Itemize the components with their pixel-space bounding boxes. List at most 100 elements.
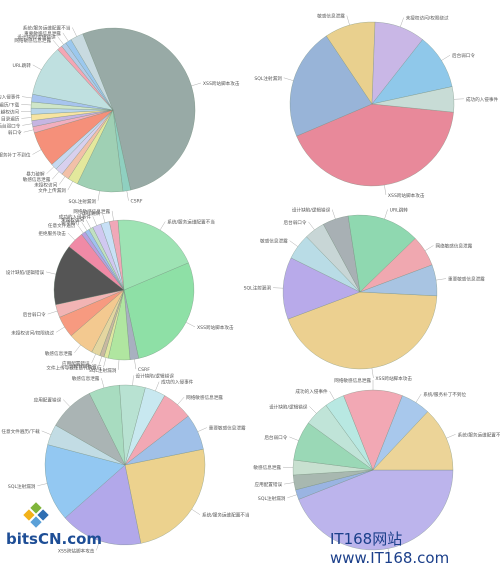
- slice-label: 重要敏感信息泄露: [448, 276, 485, 283]
- label-leader-line: [384, 185, 386, 195]
- slice-label: 敏感信息泄露: [260, 238, 288, 245]
- label-leader-line: [178, 397, 185, 405]
- pie-chart-1: XSS跨站脚本攻击CSRFSQL注射漏洞文件上传漏洞未授权访问敏感信息泄露暴力破…: [0, 25, 240, 205]
- slice-label: CSRF: [138, 367, 150, 373]
- slice-label: 网络敏感信息泄露: [73, 208, 110, 215]
- slice-label: 任意文件遍历/下载: [0, 101, 20, 108]
- label-leader-line: [127, 191, 129, 201]
- label-leader-line: [332, 210, 335, 219]
- watermark-right: IT168网站 www.IT168.com: [330, 528, 500, 567]
- label-leader-line: [63, 33, 68, 41]
- label-leader-line: [21, 104, 31, 105]
- label-leader-line: [48, 311, 58, 314]
- slice-label: 任意文件遍历/下载: [1, 428, 40, 435]
- label-leader-line: [22, 124, 32, 126]
- slice-label: 弱口令: [8, 129, 22, 136]
- slice-label: 敏感信息泄露: [253, 464, 281, 471]
- label-leader-line: [46, 272, 56, 274]
- slice-label: 暴力破解: [26, 171, 45, 178]
- slice-label: SQL注射漏洞: [244, 285, 272, 292]
- slice-label: 后台弱口令: [0, 122, 21, 129]
- label-leader-line: [52, 172, 59, 180]
- slice-label: 网络敏感信息泄露: [186, 394, 223, 401]
- label-leader-line: [273, 288, 283, 289]
- label-leader-line: [160, 222, 165, 231]
- slice-label: XSS跨站脚本攻击: [388, 192, 425, 199]
- label-leader-line: [72, 28, 76, 37]
- slice-label: 网络敏感信息泄露: [334, 377, 371, 384]
- pie-chart-3: XSS跨站脚本攻击CSRFSQL注射漏洞文件上传导致任意代码执行远程代码执行应用…: [6, 208, 234, 374]
- slice-label: 后台弱口令: [284, 219, 307, 226]
- label-leader-line: [192, 509, 200, 515]
- label-leader-line: [436, 279, 446, 281]
- label-leader-line: [446, 434, 455, 438]
- slice-label: 设计缺陷/逻辑错误: [136, 372, 175, 379]
- label-leader-line: [134, 359, 136, 369]
- label-leader-line: [400, 18, 404, 27]
- slice-label: 未授权访问/权限绕过: [11, 329, 54, 336]
- slice-label: XSS跨站脚本攻击: [375, 375, 412, 382]
- watermark-left: bitsCN.com: [6, 530, 102, 548]
- label-leader-line: [74, 345, 80, 353]
- slice-label: XSS跨站脚本攻击: [58, 547, 95, 553]
- label-leader-line: [99, 356, 102, 366]
- label-leader-line: [372, 368, 374, 378]
- slice-label: 应用配置错误: [62, 360, 90, 367]
- slice-label: 敏感信息泄露: [317, 13, 345, 20]
- slice-label: 网络敏感信息泄露: [436, 242, 473, 249]
- slice-label: URL跳转: [390, 207, 409, 214]
- pie-charts-canvas: XSS跨站脚本攻击CSRFSQL注射漏洞文件上传漏洞未授权访问敏感信息泄露暴力破…: [0, 0, 500, 553]
- slice-label: 重要敏感信息泄露: [209, 425, 246, 432]
- label-leader-line: [101, 378, 104, 388]
- pie-chart-6: XSS跨站脚本攻击SQL注射漏洞应用配置错误敏感信息泄露后台弱口令设计缺陷/逻辑…: [253, 377, 500, 553]
- slice-label: 应用配置错误: [34, 397, 62, 404]
- label-leader-line: [309, 222, 315, 230]
- label-leader-line: [155, 382, 159, 391]
- slice-label: 目录遍历: [1, 115, 20, 122]
- label-leader-line: [191, 83, 201, 86]
- label-leader-line: [425, 245, 434, 250]
- label-leader-line: [198, 428, 207, 432]
- label-leader-line: [290, 241, 298, 247]
- slice-label: XSS跨站脚本攻击: [203, 80, 240, 87]
- label-leader-line: [78, 225, 84, 233]
- label-leader-line: [33, 65, 42, 70]
- label-leader-line: [416, 394, 421, 403]
- label-leader-line: [42, 431, 51, 435]
- label-leader-line: [22, 97, 32, 98]
- slice-label: 设计缺陷/逻辑错误: [269, 403, 308, 410]
- label-leader-line: [133, 375, 134, 385]
- slice-label: XSS跨站脚本攻击: [197, 324, 234, 331]
- slice-label: 后台弱口令: [23, 311, 46, 318]
- label-leader-line: [24, 130, 34, 132]
- slice-label: 后台弱口令: [264, 434, 287, 441]
- label-leader-line: [98, 191, 100, 201]
- slice-label: SQL注射漏洞: [8, 483, 36, 490]
- slice-label: 成功的入侵事件: [295, 388, 328, 395]
- label-leader-line: [92, 354, 96, 363]
- slice-label: SQL注射漏洞: [254, 75, 282, 82]
- label-leader-line: [454, 99, 464, 100]
- slice-label: 敏感信息泄露: [45, 350, 73, 357]
- label-leader-line: [63, 400, 70, 407]
- label-leader-line: [56, 327, 65, 332]
- label-leader-line: [118, 360, 119, 370]
- slice-label: 未授权访问/权限绕过: [406, 15, 449, 22]
- label-leader-line: [68, 233, 75, 240]
- slice-label: 系统/服务补丁不到位: [0, 152, 31, 159]
- label-leader-line: [385, 210, 388, 220]
- label-leader-line: [59, 177, 65, 185]
- slice-label: 应用配置错误: [255, 481, 283, 488]
- label-leader-line: [86, 220, 91, 229]
- label-leader-line: [284, 78, 294, 81]
- label-leader-line: [186, 322, 195, 327]
- label-leader-line: [93, 216, 97, 225]
- label-leader-line: [347, 16, 350, 26]
- slice-label: 系统/服务补丁不到位: [423, 391, 466, 398]
- label-leader-line: [53, 40, 60, 48]
- slice-label: 系统/服务运维配置不当: [167, 219, 215, 226]
- slice-label: 系统/服务运维配置不当: [23, 25, 71, 32]
- label-leader-line: [47, 167, 54, 174]
- label-leader-line: [33, 150, 42, 155]
